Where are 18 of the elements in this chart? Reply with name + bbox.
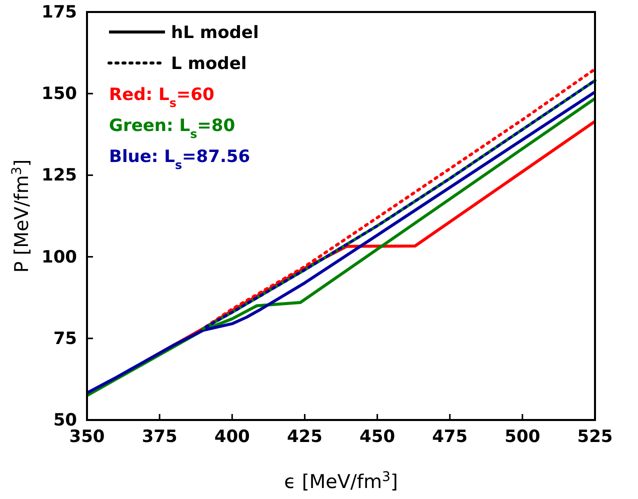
y-tick-label: 150 (42, 84, 78, 104)
x-tick-label: 450 (360, 427, 396, 448)
x-tick-label: 400 (214, 427, 250, 448)
x-tick-label: 475 (432, 427, 468, 448)
annotation: Blue: L$_{s}$=87.56 (109, 147, 250, 172)
x-tick-label: 500 (504, 427, 540, 448)
x-tick-label: 375 (142, 427, 178, 448)
y-tick-label: 125 (42, 166, 77, 186)
annotation: Red: L$_{s}$=60 (109, 85, 214, 110)
y-tick-label: 175 (42, 2, 77, 22)
y-tick-label: 100 (42, 247, 78, 268)
x-tick-label: 425 (286, 427, 322, 448)
annotation: L model (171, 54, 247, 74)
y-tick-label: 75 (53, 328, 77, 349)
annotation: hL model (171, 23, 259, 43)
x-tick-label: 525 (577, 427, 613, 448)
x-axis-title: ϵ [MeV/fm$^{3}$] (284, 470, 398, 493)
annotation: Green: L$_{s}$=80 (109, 116, 236, 141)
